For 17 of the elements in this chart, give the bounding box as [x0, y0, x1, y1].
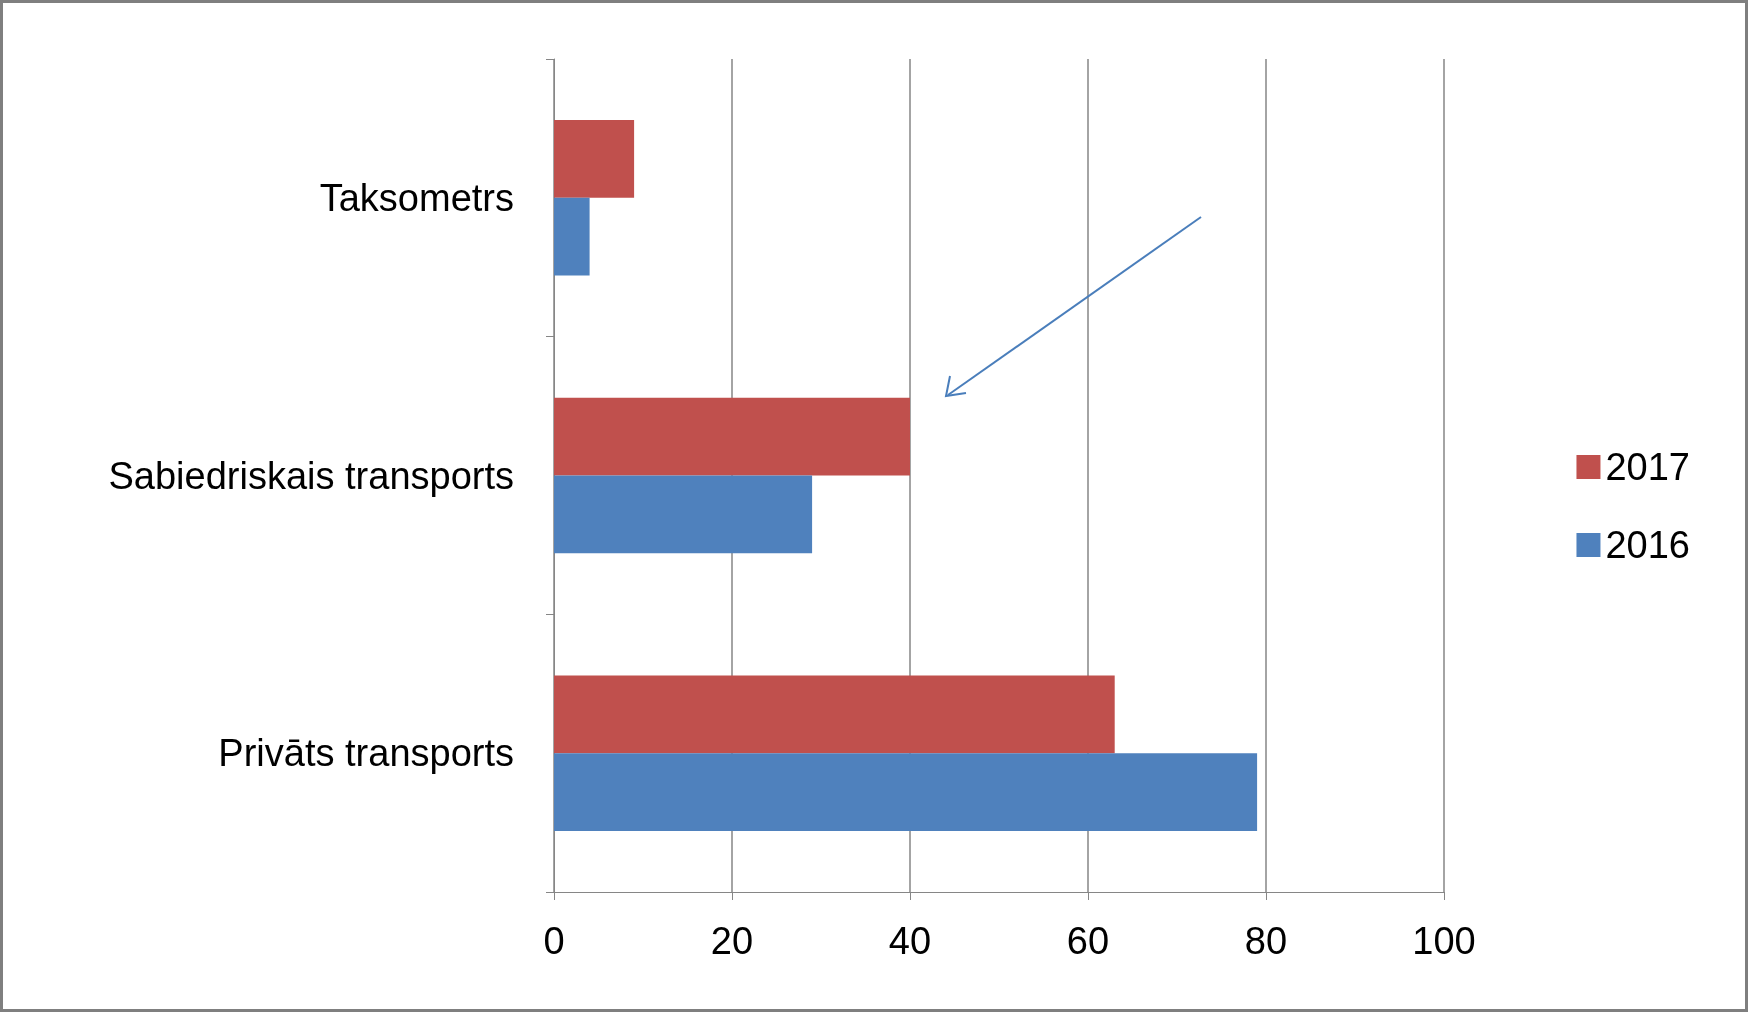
y-tick-label: Taksometrs [319, 176, 514, 219]
x-tick-label: 100 [1412, 920, 1476, 962]
bar [554, 753, 1258, 831]
y-tick-label: Sabiedriskais transports [108, 454, 514, 497]
bar [554, 197, 590, 276]
bar [554, 397, 910, 476]
legend-label: 2017 [1605, 446, 1691, 488]
y-tick-label: Privāts transports [218, 732, 514, 775]
bar [554, 475, 813, 554]
x-tick-label: 40 [888, 920, 932, 962]
bar [554, 120, 635, 198]
x-tick-label: 20 [710, 920, 754, 962]
legend-label: 2016 [1605, 524, 1691, 566]
x-tick-label: 0 [543, 920, 565, 962]
x-tick-label: 60 [1066, 920, 1110, 962]
x-tick-label: 80 [1244, 920, 1288, 962]
bar [554, 675, 1115, 754]
